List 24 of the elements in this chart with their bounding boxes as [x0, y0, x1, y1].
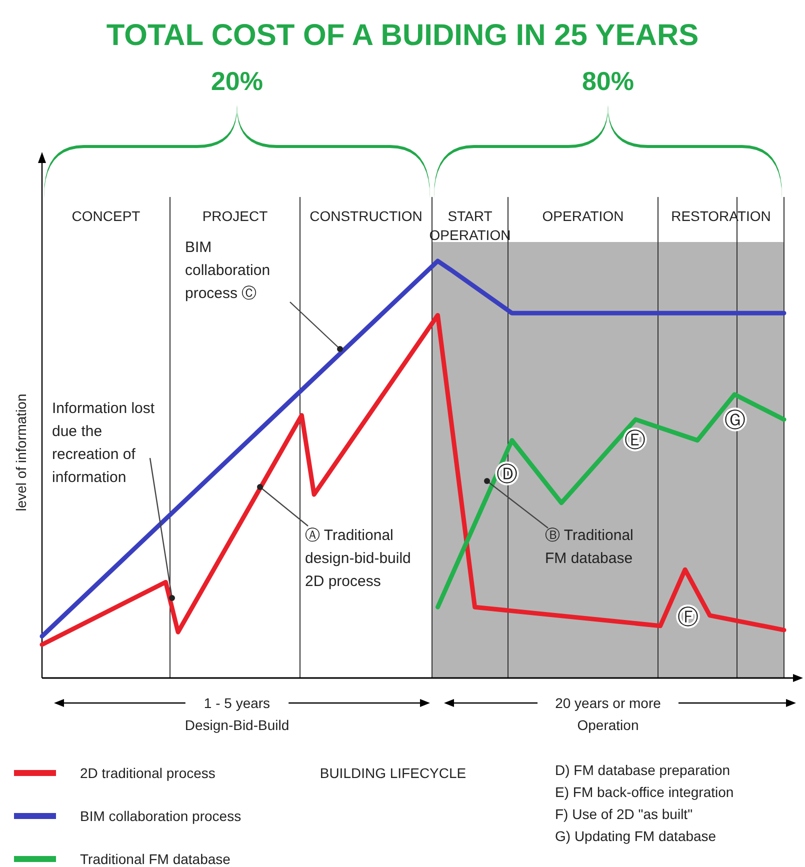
text: G) Updating FM database: [555, 828, 716, 844]
annotation: Ⓑ Traditional FM database: [545, 527, 634, 567]
text: 20%: [210, 66, 264, 96]
annotation: Ⓔ: [624, 429, 646, 452]
text: BUILDING LIFECYCLE: [320, 765, 466, 781]
text: PROJECT: [202, 208, 268, 224]
text: OPERATION: [542, 208, 624, 224]
legend-label: Traditional FM database: [80, 851, 231, 867]
text: D) FM database preparation: [555, 762, 730, 778]
text: 80%: [582, 66, 634, 96]
text: CONCEPT: [72, 208, 141, 224]
annotation: Information lost due the recreation of information: [52, 400, 156, 486]
legend-label: BIM collaboration process: [80, 808, 242, 824]
y-axis-title: level of information: [13, 394, 29, 512]
annotation: Ⓕ: [678, 606, 698, 629]
annotation: BIM collaboration process Ⓒ: [185, 239, 270, 302]
chart-title: TOTAL COST OF A BUIDING IN 25 YEARS: [106, 19, 699, 52]
legend-label: 2D traditional process: [80, 765, 216, 781]
text: E) FM back-office integration: [555, 784, 734, 800]
text: 20 years or more Operation: [555, 695, 662, 733]
text: CONSTRUCTION: [310, 208, 422, 224]
text: F) Use of 2D "as built": [555, 806, 693, 822]
text: 1 - 5 years Design-Bid-Build: [184, 695, 290, 733]
annotation: Ⓐ Traditional design-bid-build 2D process: [305, 527, 411, 590]
